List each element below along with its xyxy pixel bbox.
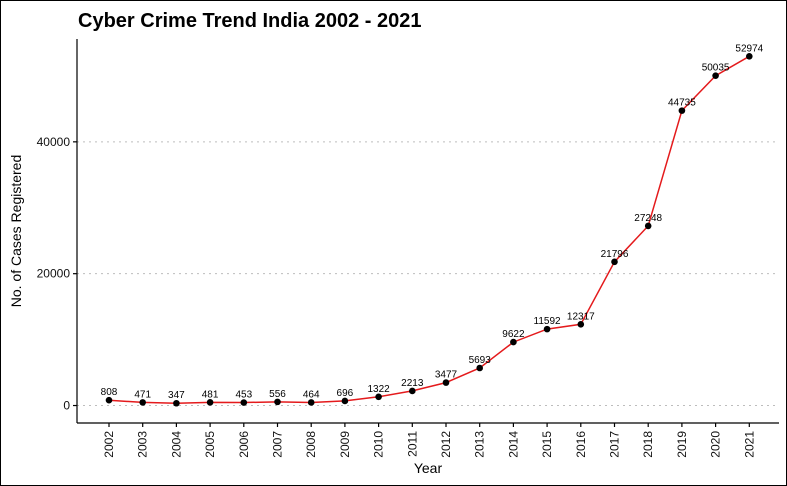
data-label: 808 bbox=[101, 387, 118, 398]
data-point bbox=[307, 399, 315, 406]
data-point bbox=[341, 397, 349, 405]
data-point bbox=[105, 396, 113, 404]
data-label: 696 bbox=[337, 388, 354, 399]
data-label: 52974 bbox=[735, 43, 763, 54]
data-label: 27248 bbox=[634, 213, 662, 224]
data-point bbox=[409, 387, 416, 395]
data-label: 50035 bbox=[702, 63, 730, 74]
data-point bbox=[274, 398, 281, 406]
data-label: 2213 bbox=[401, 378, 424, 389]
x-tick-label: 2021 bbox=[742, 431, 756, 458]
data-point bbox=[644, 222, 652, 230]
x-tick-label: 2009 bbox=[338, 431, 352, 458]
x-tick-label: 2017 bbox=[608, 431, 622, 458]
data-label: 12317 bbox=[567, 311, 595, 322]
x-tick-label: 2019 bbox=[675, 431, 689, 458]
data-point bbox=[543, 325, 551, 333]
x-tick-label: 2003 bbox=[136, 431, 150, 458]
data-label: 1322 bbox=[367, 384, 390, 395]
data-point bbox=[206, 399, 214, 406]
data-point bbox=[712, 72, 719, 79]
data-labels: 808 471 347 481 453 556 464 696 1322 2213 3477 5693… bbox=[101, 43, 764, 401]
grid-lines bbox=[77, 141, 779, 407]
data-point bbox=[139, 399, 146, 406]
data-point bbox=[577, 321, 585, 328]
data-point bbox=[611, 258, 618, 266]
x-tick-label: 2006 bbox=[237, 431, 251, 458]
data-label: 481 bbox=[202, 389, 219, 400]
data-point bbox=[442, 379, 450, 386]
data-point bbox=[678, 107, 686, 114]
data-label: 5693 bbox=[469, 355, 492, 366]
series-line bbox=[108, 55, 750, 404]
y-tick-label: 20000 bbox=[37, 267, 71, 281]
chart-title: Cyber Crime Trend India 2002 - 2021 bbox=[78, 10, 422, 32]
data-label: 471 bbox=[134, 389, 151, 400]
data-point bbox=[476, 364, 484, 372]
data-point bbox=[375, 393, 382, 401]
data-point bbox=[510, 338, 517, 346]
data-label: 347 bbox=[168, 390, 185, 401]
x-tick-label: 2020 bbox=[709, 431, 723, 458]
x-tick-label: 2011 bbox=[405, 431, 419, 457]
x-tick-label: 2012 bbox=[439, 431, 453, 458]
x-tick-label: 2016 bbox=[574, 431, 588, 458]
x-tick-label: 2004 bbox=[169, 431, 183, 458]
y-axis-ticks: 0 20000 40000 bbox=[37, 135, 77, 413]
data-point bbox=[173, 399, 180, 407]
data-label: 556 bbox=[269, 389, 286, 400]
x-tick-label: 2015 bbox=[540, 431, 554, 458]
x-tick-label: 2002 bbox=[102, 431, 116, 458]
data-point bbox=[240, 399, 248, 406]
x-tick-label: 2013 bbox=[473, 431, 487, 458]
data-label: 464 bbox=[303, 389, 320, 400]
data-label: 453 bbox=[235, 390, 252, 401]
x-axis-ticks: 2002 2003 2004 2005 2006 2007 2008 2009 2010 2011… bbox=[102, 423, 756, 458]
data-label: 21796 bbox=[601, 249, 629, 260]
x-tick-label: 2018 bbox=[641, 431, 655, 458]
data-label: 44735 bbox=[668, 98, 696, 109]
x-tick-label: 2010 bbox=[372, 431, 386, 458]
x-axis-title: Year bbox=[414, 460, 443, 476]
y-axis-title: No. of Cases Registered bbox=[8, 155, 24, 308]
y-tick-label: 0 bbox=[63, 399, 70, 413]
data-point bbox=[746, 53, 753, 60]
data-label: 11592 bbox=[534, 316, 562, 327]
data-label: 3477 bbox=[435, 370, 458, 381]
x-tick-label: 2008 bbox=[304, 431, 318, 458]
series-layer bbox=[108, 55, 750, 404]
x-tick-label: 2005 bbox=[203, 431, 217, 458]
x-tick-label: 2014 bbox=[506, 431, 520, 458]
points-layer bbox=[105, 53, 753, 407]
x-tick-label: 2007 bbox=[271, 431, 285, 458]
data-label: 9622 bbox=[502, 329, 525, 340]
y-tick-label: 40000 bbox=[37, 135, 71, 149]
